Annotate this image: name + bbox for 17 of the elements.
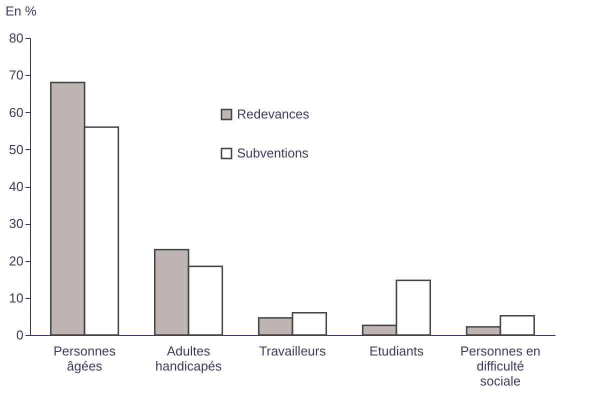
y-tick-label: 40 <box>9 179 24 194</box>
y-tick-label: 30 <box>9 216 24 232</box>
x-tick-label: Adultes handicapés <box>155 344 222 374</box>
y-tick-label: 80 <box>9 30 24 46</box>
x-tick-label: Etudiants <box>369 344 424 358</box>
y-tick-label: 60 <box>9 104 24 120</box>
x-tick-label: Personnes en difficulté sociale <box>460 344 541 388</box>
y-tick-label: 20 <box>9 253 24 268</box>
y-axis-title: En % <box>6 4 38 18</box>
y-tick-label: 50 <box>9 142 24 157</box>
x-tick-label: Travailleurs <box>259 344 326 358</box>
y-tick-label: 0 <box>16 328 24 342</box>
x-tick-label: Personnes âgées <box>54 344 116 374</box>
legend-label: Redevances <box>237 106 310 122</box>
y-tick-label: 10 <box>9 290 24 306</box>
legend-label: Subventions <box>237 146 310 160</box>
y-tick-label: 70 <box>9 68 24 83</box>
